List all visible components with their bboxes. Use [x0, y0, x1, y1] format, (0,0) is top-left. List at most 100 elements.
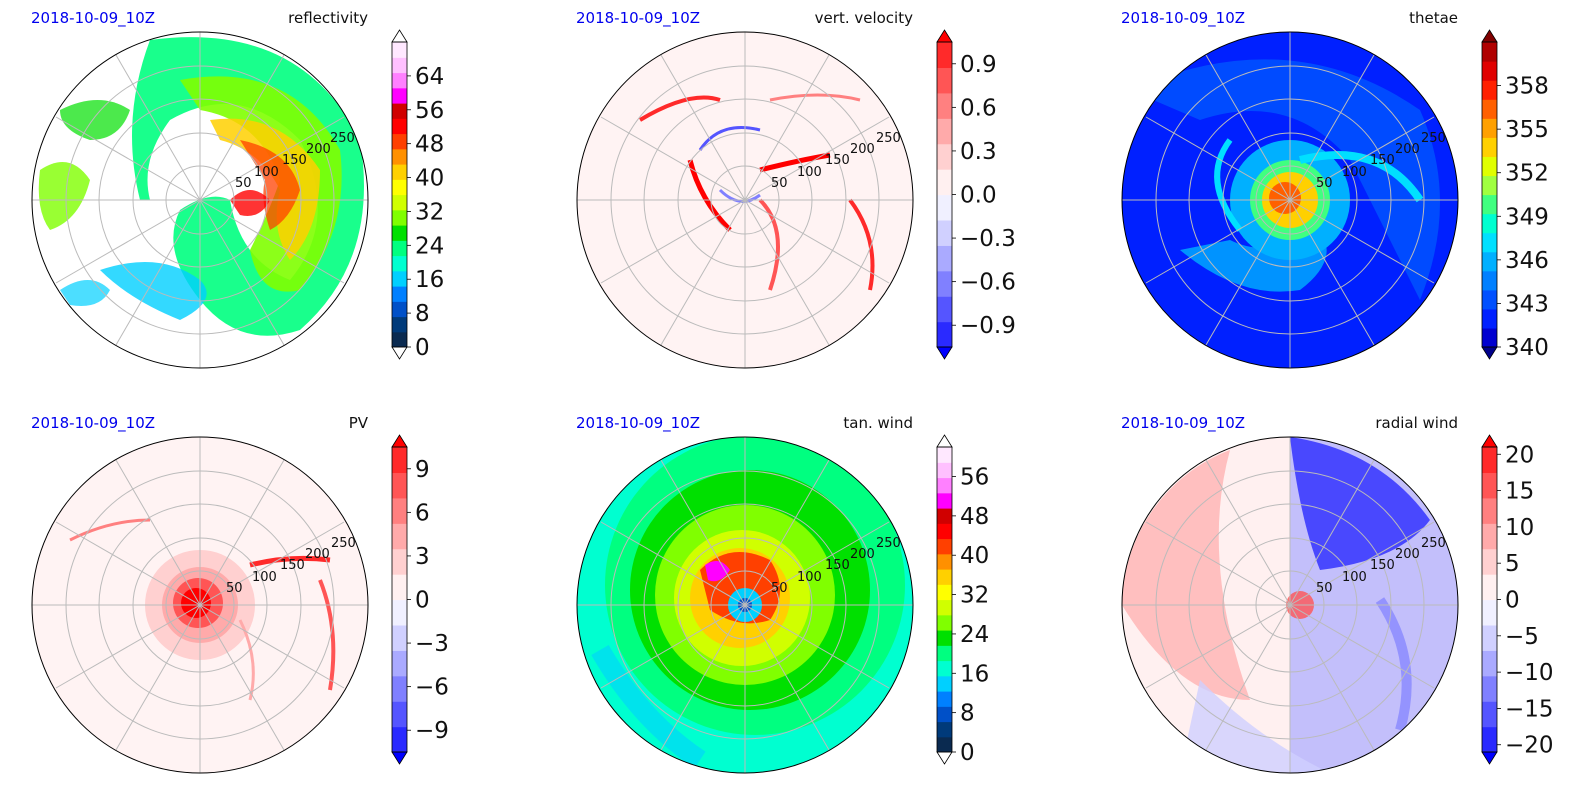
- colorbar-tick-label: 40: [415, 166, 444, 192]
- colorbar-segment: [937, 321, 952, 348]
- colorbar-segment: [392, 523, 407, 550]
- colorbar-tick-label: −5: [1505, 624, 1539, 650]
- colorbar-segment: [937, 706, 952, 723]
- colorbar-segment: [937, 245, 952, 272]
- colorbar-segment: [1482, 548, 1497, 575]
- colorbar-tick-label: 8: [960, 701, 975, 727]
- colorbar-tick-label: 10: [1505, 515, 1534, 541]
- panel-tan-wind: 50 100 150 200 250 2018-10-09_10Z tan. w…: [576, 414, 989, 774]
- colorbar-segment: [937, 169, 952, 196]
- colorbar-segment: [1482, 232, 1497, 253]
- radial-label: 50: [235, 176, 252, 191]
- colorbar-tick-label: 0: [415, 335, 430, 361]
- panel-reflectivity: 50 100 150 200 250 2018-10-09_10Z reflec…: [31, 9, 444, 369]
- colorbar-segment: [392, 225, 407, 241]
- colorbar-tick-label: 0: [1505, 588, 1520, 614]
- colorbar-frame: [936, 446, 953, 753]
- colorbar-tick-label: 358: [1505, 74, 1549, 100]
- date-label: 2018-10-09_10Z: [576, 414, 700, 433]
- colorbar-segment: [1482, 447, 1497, 474]
- panel-title: radial wind: [1375, 414, 1458, 432]
- colorbar-segment: [937, 508, 952, 524]
- colorbar-frame: [1481, 41, 1498, 348]
- date-label: 2018-10-09_10Z: [576, 9, 700, 28]
- colorbar-extend-min: [936, 751, 953, 765]
- colorbar-segment: [392, 650, 407, 677]
- panel-radial-wind: 50 100 150 200 250 2018-10-09_10Z radial…: [1121, 414, 1554, 774]
- colorbar-segment: [1482, 675, 1497, 702]
- colorbar-segment: [392, 194, 407, 211]
- colorbar-segment: [392, 72, 407, 89]
- colorbar-segment: [1482, 650, 1497, 677]
- colorbar-segment: [937, 219, 952, 246]
- radial-label: 100: [254, 165, 279, 180]
- colorbar-tick-label: 340: [1505, 335, 1549, 361]
- colorbar-segment: [392, 87, 407, 104]
- polar-grid-reflectivity: [32, 32, 368, 368]
- colorbar-segment: [937, 118, 952, 145]
- radial-label: 200: [850, 547, 875, 562]
- colorbar-tick-label: 16: [415, 267, 444, 293]
- colorbar-segment: [1482, 308, 1497, 329]
- colorbar-segment: [1482, 497, 1497, 524]
- colorbar-tick-label: 0.6: [960, 95, 997, 121]
- colorbar-tick-label: 20: [1505, 442, 1534, 468]
- colorbar-segment: [392, 118, 407, 135]
- colorbar-segment: [1482, 175, 1497, 196]
- panel-title: thetae: [1409, 9, 1458, 27]
- colorbar-extend-min: [391, 751, 408, 765]
- radial-label: 200: [1395, 142, 1420, 157]
- colorbar-segment: [937, 492, 952, 509]
- polar-grid-thetae: [1122, 32, 1458, 368]
- colorbar-tick-label: 48: [415, 132, 444, 158]
- colorbar-segment: [937, 630, 952, 646]
- colorbar-segment: [937, 462, 952, 479]
- radial-label: 150: [1370, 558, 1395, 573]
- colorbar-segment: [392, 286, 407, 302]
- colorbar-segment: [937, 92, 952, 119]
- colorbar-segment: [1482, 599, 1497, 626]
- colorbar-tick-label: 48: [960, 504, 989, 530]
- radial-label: 50: [771, 176, 788, 191]
- date-label: 2018-10-09_10Z: [31, 9, 155, 28]
- colorbar-tick-label: −20: [1505, 733, 1554, 759]
- colorbar-segment: [1482, 99, 1497, 119]
- polar-grid-radial-wind: [1122, 437, 1458, 773]
- radial-label: 50: [771, 581, 788, 596]
- colorbar-tick-label: −10: [1505, 660, 1554, 686]
- colorbar-segment: [392, 599, 407, 626]
- colorbar-tick-label: 9: [415, 457, 430, 483]
- polar-grid-vert-velocity: [577, 32, 913, 368]
- radial-labels-reflectivity: 50 100 150 200 250: [235, 131, 355, 191]
- colorbar-segment: [1482, 118, 1497, 138]
- colorbar-segment: [392, 447, 407, 474]
- colorbar-segment: [392, 42, 407, 58]
- date-label: 2018-10-09_10Z: [1121, 414, 1245, 433]
- radial-label: 100: [252, 570, 277, 585]
- colorbar-extend-min: [1481, 751, 1498, 765]
- colorbar-tick-label: 346: [1505, 248, 1549, 274]
- colorbar-segment: [937, 584, 952, 601]
- panel-title: reflectivity: [288, 9, 368, 27]
- colorbar-segment: [937, 194, 952, 221]
- colorbar-extend-max: [391, 434, 408, 448]
- radial-labels-pv: 50 100 150 200 250: [226, 536, 356, 596]
- colorbar-tick-label: 32: [415, 199, 444, 225]
- radial-label: 200: [1395, 547, 1420, 562]
- colorbar-tick-label: 3: [415, 544, 430, 570]
- colorbar-segment: [937, 599, 952, 616]
- colorbar-segment: [937, 660, 952, 677]
- colorbar-segment: [937, 477, 952, 494]
- colorbar-segment: [1482, 137, 1497, 157]
- date-label: 2018-10-09_10Z: [31, 414, 155, 433]
- colorbar-tick-label: 349: [1505, 204, 1549, 230]
- colorbar-tick-label: −0.3: [960, 226, 1016, 252]
- colorbar-segment: [392, 270, 407, 287]
- colorbar-tick-label: 24: [960, 622, 989, 648]
- colorbar-segment: [937, 67, 952, 94]
- radial-label: 250: [330, 131, 355, 146]
- colorbar-segment: [392, 255, 407, 272]
- radial-label: 250: [331, 536, 356, 551]
- colorbar-segment: [1482, 472, 1497, 499]
